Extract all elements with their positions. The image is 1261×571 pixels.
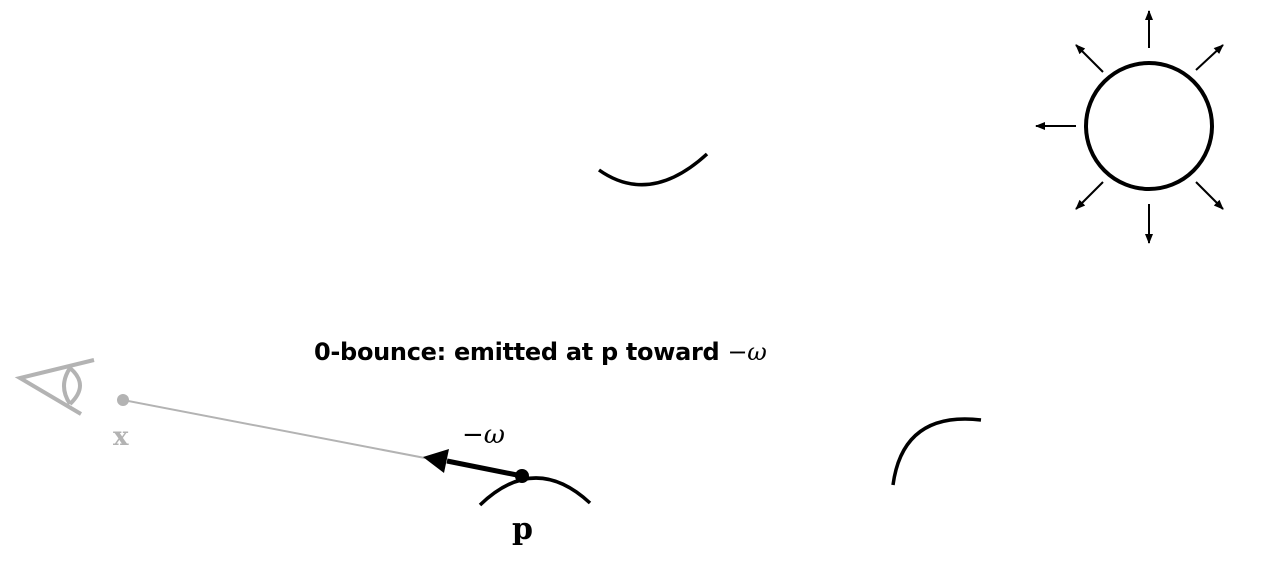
caption: 0-bounce: emitted at p toward −ω: [314, 338, 767, 366]
omega-label: −ω: [462, 420, 505, 450]
point-label: p: [512, 512, 533, 547]
sun-icon: [1035, 10, 1224, 244]
point-p: [515, 469, 529, 483]
surface-arc-bottom: [478, 476, 592, 507]
camera-point: [117, 394, 129, 406]
surface-arc-top: [597, 152, 709, 187]
camera-ray: [122, 399, 426, 459]
eye-icon: [14, 358, 95, 416]
surface-arc-right: [891, 417, 982, 486]
caption-text: 0-bounce: emitted at p toward: [314, 338, 728, 366]
caption-math: −ω: [727, 338, 767, 366]
camera-label: x: [113, 422, 129, 452]
omega-arrow: [423, 449, 523, 479]
